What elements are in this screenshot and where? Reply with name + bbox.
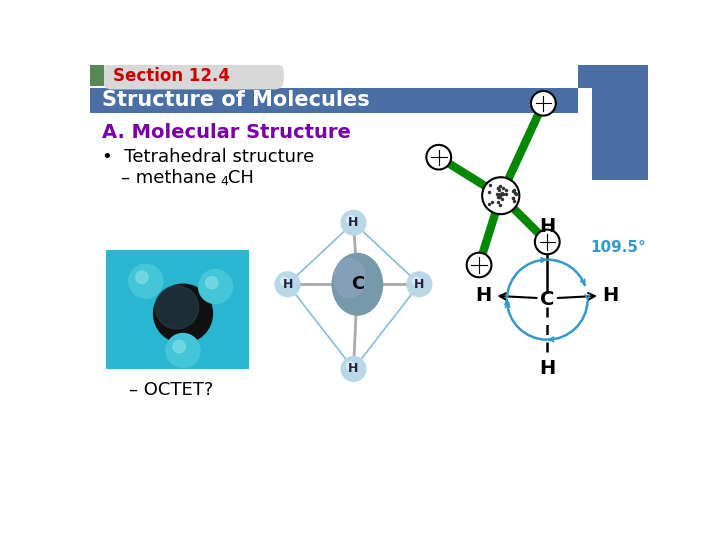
Circle shape [413,278,420,285]
Circle shape [153,284,212,343]
Text: •  Tetrahedral structure: • Tetrahedral structure [102,148,315,166]
FancyBboxPatch shape [90,65,104,86]
Circle shape [407,272,432,296]
Text: H: H [348,216,359,229]
Text: H: H [476,286,492,305]
Circle shape [341,356,366,381]
Text: H: H [282,278,293,291]
FancyBboxPatch shape [578,65,648,88]
Text: 4: 4 [220,176,228,188]
Circle shape [129,264,163,298]
Circle shape [531,91,556,116]
Circle shape [426,145,451,170]
Ellipse shape [332,253,382,315]
Text: H: H [414,278,425,291]
Text: H: H [539,360,555,379]
Circle shape [535,230,559,254]
FancyBboxPatch shape [90,88,578,112]
Circle shape [346,362,354,370]
Ellipse shape [334,259,365,298]
Circle shape [155,286,199,329]
Circle shape [467,253,492,278]
Circle shape [199,269,233,303]
Circle shape [173,340,185,353]
Text: Structure of Molecules: Structure of Molecules [102,90,370,110]
Text: – OCTET?: – OCTET? [129,381,213,399]
Text: Section 12.4: Section 12.4 [113,68,230,85]
FancyBboxPatch shape [593,88,648,180]
Circle shape [281,278,289,285]
Text: H: H [539,217,555,236]
Circle shape [275,272,300,296]
Text: 109.5°: 109.5° [590,240,646,255]
Text: C: C [351,275,364,293]
Circle shape [166,334,200,367]
Text: A. Molecular Structure: A. Molecular Structure [102,123,351,142]
Text: H: H [348,362,359,375]
FancyBboxPatch shape [102,63,284,90]
Text: – methane  CH: – methane CH [121,169,254,187]
Circle shape [482,177,519,214]
Text: C: C [540,290,554,309]
Circle shape [205,276,218,289]
FancyBboxPatch shape [106,249,249,369]
Circle shape [346,215,354,224]
Circle shape [341,211,366,235]
Text: H: H [603,286,619,305]
Circle shape [136,271,148,284]
